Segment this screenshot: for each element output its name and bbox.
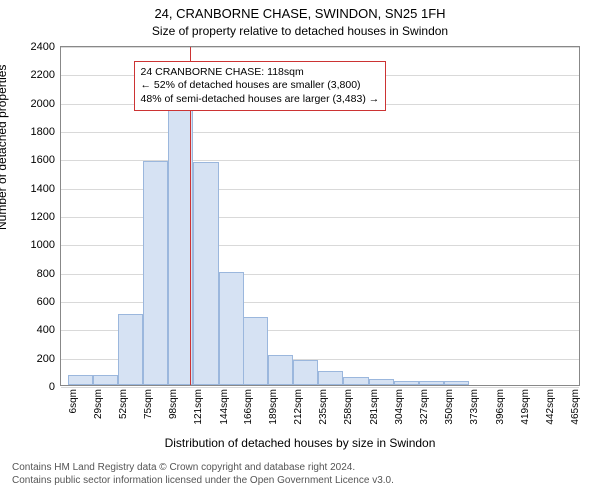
- histogram-bar: [93, 375, 118, 385]
- x-tick-label: 258sqm: [343, 389, 354, 425]
- annotation-box: 24 CRANBORNE CHASE: 118sqm← 52% of detac…: [134, 61, 387, 112]
- x-tick-label: 419sqm: [520, 389, 531, 425]
- histogram-bar: [343, 377, 368, 385]
- gridline: [61, 132, 579, 133]
- y-tick-label: 2200: [31, 69, 55, 81]
- histogram-bar: [318, 371, 343, 385]
- x-tick-label: 396sqm: [495, 389, 506, 425]
- y-tick-label: 1000: [31, 239, 55, 251]
- x-tick-label: 6sqm: [68, 389, 79, 413]
- x-tick-label: 442sqm: [545, 389, 556, 425]
- gridline: [61, 302, 579, 303]
- y-tick-label: 0: [49, 381, 55, 393]
- annotation-line: 24 CRANBORNE CHASE: 118sqm: [141, 66, 380, 80]
- histogram-bar: [268, 355, 293, 385]
- y-axis-label: Number of detached properties: [0, 65, 9, 230]
- y-tick-label: 2400: [31, 41, 55, 53]
- histogram-bar: [219, 272, 244, 385]
- histogram-bar: [369, 379, 394, 385]
- x-tick-label: 327sqm: [419, 389, 430, 425]
- x-tick-label: 373sqm: [469, 389, 480, 425]
- y-tick-label: 600: [37, 296, 55, 308]
- histogram-bar: [68, 375, 93, 385]
- y-tick-label: 200: [37, 353, 55, 365]
- y-tick-label: 400: [37, 324, 55, 336]
- x-tick-label: 98sqm: [168, 389, 179, 419]
- y-tick-label: 2000: [31, 98, 55, 110]
- gridline: [61, 47, 579, 48]
- histogram-bar: [444, 381, 469, 385]
- footer-attribution: Contains HM Land Registry data © Crown c…: [12, 462, 394, 487]
- x-tick-label: 52sqm: [118, 389, 129, 419]
- histogram-bar: [243, 317, 268, 385]
- y-tick-label: 1400: [31, 183, 55, 195]
- histogram-bar: [394, 381, 419, 385]
- x-tick-label: 304sqm: [394, 389, 405, 425]
- chart-container: 24, CRANBORNE CHASE, SWINDON, SN25 1FH S…: [0, 0, 600, 500]
- y-tick-label: 800: [37, 268, 55, 280]
- y-tick-label: 1800: [31, 126, 55, 138]
- x-axis-label: Distribution of detached houses by size …: [0, 436, 600, 450]
- x-tick-label: 121sqm: [193, 389, 204, 425]
- x-tick-label: 212sqm: [293, 389, 304, 425]
- plot-area: 0200400600800100012001400160018002000220…: [60, 46, 580, 386]
- histogram-bar: [419, 381, 444, 385]
- histogram-bar: [118, 314, 143, 385]
- x-tick-label: 166sqm: [243, 389, 254, 425]
- histogram-bar: [293, 360, 318, 386]
- y-tick-label: 1600: [31, 154, 55, 166]
- y-tick-label: 1200: [31, 211, 55, 223]
- histogram-bar: [143, 161, 168, 385]
- chart-title-sub: Size of property relative to detached ho…: [0, 24, 600, 38]
- gridline: [61, 160, 579, 161]
- gridline: [61, 245, 579, 246]
- x-tick-label: 144sqm: [219, 389, 230, 425]
- gridline: [61, 387, 579, 388]
- x-tick-label: 235sqm: [318, 389, 329, 425]
- x-tick-label: 350sqm: [444, 389, 455, 425]
- x-tick-label: 465sqm: [570, 389, 581, 425]
- x-tick-label: 29sqm: [93, 389, 104, 419]
- annotation-line: ← 52% of detached houses are smaller (3,…: [141, 79, 380, 93]
- x-tick-label: 75sqm: [143, 389, 154, 419]
- footer-line-1: Contains HM Land Registry data © Crown c…: [12, 462, 394, 475]
- annotation-line: 48% of semi-detached houses are larger (…: [141, 93, 380, 107]
- histogram-bar: [193, 162, 218, 385]
- footer-line-2: Contains public sector information licen…: [12, 475, 394, 488]
- gridline: [61, 274, 579, 275]
- chart-title-main: 24, CRANBORNE CHASE, SWINDON, SN25 1FH: [0, 6, 600, 21]
- gridline: [61, 189, 579, 190]
- x-tick-label: 189sqm: [268, 389, 279, 425]
- x-tick-label: 281sqm: [369, 389, 380, 425]
- gridline: [61, 217, 579, 218]
